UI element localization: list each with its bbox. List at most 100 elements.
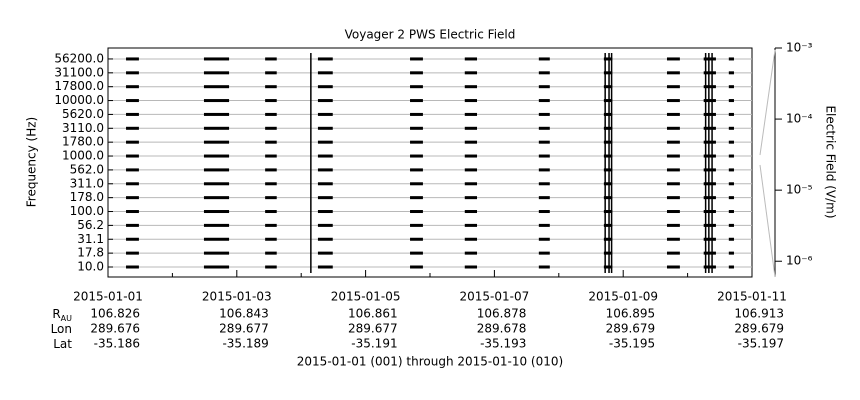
y-tick-label: 56200.0 (54, 51, 104, 65)
data-segment (126, 85, 139, 89)
data-segment (410, 237, 423, 241)
data-segment (728, 71, 734, 75)
ephemeris-value: 289.676 (90, 322, 140, 336)
data-segment (203, 196, 230, 200)
data-segment (317, 210, 333, 214)
data-segment (603, 265, 613, 269)
data-segment (265, 154, 277, 158)
data-segment (126, 196, 139, 200)
data-segment (410, 182, 423, 186)
data-segment (126, 237, 139, 241)
data-segment (603, 71, 613, 75)
data-segment (703, 168, 716, 172)
data-segment (666, 196, 680, 200)
data-segment (317, 223, 333, 227)
y-axis-label: Frequency (Hz) (25, 117, 39, 208)
data-segment (538, 99, 550, 103)
data-segment (703, 99, 716, 103)
ephemeris-value: -35.191 (351, 337, 397, 351)
data-segment (666, 112, 680, 116)
y-tick-label: 1780.0 (62, 135, 104, 149)
data-segment (203, 223, 230, 227)
data-segment (203, 112, 230, 116)
ephemeris-value: 106.826 (90, 307, 140, 321)
data-segment (538, 85, 550, 89)
data-segment (703, 223, 716, 227)
data-segment (410, 168, 423, 172)
data-segment (603, 154, 613, 158)
data-segment (317, 140, 333, 144)
x-tick-label: 2015-01-07 (460, 290, 530, 304)
data-segment (464, 196, 478, 200)
data-segment (265, 265, 277, 269)
data-segment (703, 112, 716, 116)
data-segment (728, 237, 734, 241)
data-segment (603, 196, 613, 200)
data-segment (126, 99, 139, 103)
data-segment (317, 126, 333, 130)
y-tick-label: 100.0 (70, 204, 104, 218)
data-segment (603, 251, 613, 255)
data-segment (265, 99, 277, 103)
data-segment (603, 140, 613, 144)
data-segment (603, 85, 613, 89)
y-tick-label: 3110.0 (62, 121, 104, 135)
ephemeris-value: 289.677 (348, 322, 398, 336)
y2-tick-label: 10⁻⁴ (786, 112, 813, 126)
data-segment (317, 112, 333, 116)
ephemeris-value: -35.193 (480, 337, 526, 351)
data-segment (317, 182, 333, 186)
data-segment (203, 168, 230, 172)
data-segment (265, 251, 277, 255)
y-tick-label: 311.0 (70, 176, 104, 190)
ephemeris-value: -35.186 (94, 337, 140, 351)
data-segment (666, 265, 680, 269)
data-segment (410, 112, 423, 116)
data-segment (603, 126, 613, 130)
data-segment (728, 182, 734, 186)
data-segment (265, 196, 277, 200)
data-segment (603, 99, 613, 103)
ephemeris-label-text: Lat (53, 337, 72, 351)
ephemeris-label-text: R (52, 307, 60, 321)
data-segment (603, 168, 613, 172)
data-segment (603, 112, 613, 116)
ephemeris-value: -35.189 (222, 337, 268, 351)
data-segment (410, 251, 423, 255)
data-segment (603, 182, 613, 186)
data-segment (538, 126, 550, 130)
data-segment (464, 140, 478, 144)
data-segment (203, 251, 230, 255)
y-tick-label: 10000.0 (54, 93, 104, 107)
data-segment (464, 126, 478, 130)
data-segment (265, 237, 277, 241)
data-segment (538, 140, 550, 144)
y-tick-label: 56.2 (77, 218, 104, 232)
y2-tick-label: 10⁻³ (786, 41, 813, 55)
data-segment (126, 126, 139, 130)
data-segment (203, 99, 230, 103)
ephemeris-value: -35.195 (609, 337, 655, 351)
data-segment (538, 168, 550, 172)
data-segment (703, 182, 716, 186)
data-segment (666, 210, 680, 214)
y-tick-label: 31.1 (77, 232, 104, 246)
data-segment (317, 57, 333, 61)
data-segment (126, 112, 139, 116)
data-segment (666, 57, 680, 61)
data-segment (703, 265, 716, 269)
data-segment (728, 99, 734, 103)
data-segment (538, 57, 550, 61)
data-segment (317, 99, 333, 103)
data-segment (410, 71, 423, 75)
data-segment (538, 265, 550, 269)
data-segment (317, 168, 333, 172)
data-segment (603, 210, 613, 214)
data-segment (203, 182, 230, 186)
ephemeris-label: RAU (52, 307, 72, 323)
data-segment (603, 237, 613, 241)
data-segment (728, 196, 734, 200)
y-tick-label: 31100.0 (54, 65, 104, 79)
ephemeris-value: 289.677 (219, 322, 269, 336)
